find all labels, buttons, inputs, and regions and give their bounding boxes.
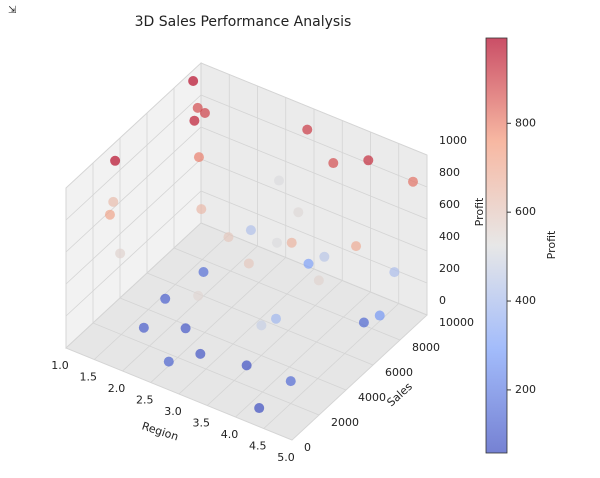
grid-line	[178, 268, 315, 395]
data-point	[408, 176, 418, 187]
data-point	[358, 317, 369, 328]
x-axis-label: Region	[140, 420, 180, 444]
data-point	[223, 232, 234, 243]
grid-line	[263, 303, 400, 429]
data-point	[195, 348, 206, 359]
grid-line	[65, 126, 202, 253]
data-point	[193, 290, 204, 301]
grid-line	[122, 245, 258, 372]
z-tick-label: 1000	[439, 134, 467, 147]
data-point	[138, 322, 149, 333]
data-point	[363, 155, 374, 166]
output-icon: ⇲	[8, 5, 17, 16]
grid-line	[92, 322, 320, 416]
data-point	[188, 76, 199, 86]
x-tick-label: 1.0	[51, 359, 69, 372]
grid-line	[206, 280, 343, 406]
data-point	[193, 152, 204, 163]
colorbar-tick-label: 400	[515, 294, 536, 307]
grid-line	[65, 158, 202, 285]
colorbar-tick-label: 600	[515, 205, 536, 218]
grid-line	[65, 94, 202, 221]
x-tick-label: 3.5	[193, 417, 211, 430]
data-point	[285, 376, 296, 387]
data-point	[271, 313, 281, 324]
x-tick-label: 1.5	[80, 371, 98, 384]
y-tick-label: 10000	[439, 316, 474, 329]
grid-line	[235, 291, 371, 418]
grid-line	[65, 190, 202, 317]
grid-line	[200, 94, 428, 188]
data-point	[351, 241, 362, 252]
z-tick-label: 800	[439, 166, 460, 179]
data-point	[241, 360, 252, 371]
z-tick-label: 600	[439, 198, 460, 211]
colorbar	[485, 37, 508, 454]
grid-line	[200, 222, 428, 316]
data-point	[104, 209, 115, 220]
y-tick-label: 6000	[385, 366, 413, 379]
colorbar-label: Profit	[545, 230, 558, 259]
grid-line	[200, 62, 428, 156]
data-point	[254, 403, 265, 414]
data-point	[374, 310, 385, 321]
x-tick-label: 2.5	[136, 394, 154, 407]
grid-line	[119, 297, 347, 391]
data-point	[108, 196, 119, 207]
y-tick-label: 8000	[412, 341, 440, 354]
z-tick-label: 400	[439, 230, 460, 243]
data-point	[313, 275, 324, 286]
y-tick-label: 0	[304, 441, 311, 454]
data-point	[192, 102, 203, 113]
grid-line	[200, 126, 428, 220]
data-point	[160, 293, 171, 304]
x-tick-label: 5.0	[277, 451, 295, 464]
data-point	[271, 237, 282, 248]
data-point	[293, 207, 304, 218]
data-point	[110, 155, 121, 166]
y-tick-label: 4000	[358, 391, 386, 404]
z-axis-label: Profit	[473, 197, 486, 226]
grid-line	[65, 62, 202, 189]
data-point	[328, 158, 339, 169]
x-tick-label: 2.0	[108, 382, 126, 395]
grid-line	[291, 314, 428, 441]
data-point	[274, 175, 284, 186]
data-point	[163, 356, 174, 367]
z-tick-label: 0	[439, 294, 446, 307]
data-point	[302, 124, 313, 135]
grid-line	[65, 222, 202, 349]
data-point	[303, 258, 314, 269]
y-tick-label: 2000	[331, 416, 359, 429]
data-point	[319, 251, 330, 262]
z-tick-label: 200	[439, 262, 460, 275]
data-point	[198, 267, 209, 277]
y-axis-label: Sales	[384, 380, 415, 409]
data-point	[115, 248, 126, 259]
chart-title: 3D Sales Performance Analysis	[135, 14, 352, 30]
data-point	[180, 323, 191, 334]
data-point	[389, 267, 400, 278]
data-point	[196, 204, 207, 215]
grid-line	[200, 158, 428, 252]
data-point	[243, 258, 254, 269]
data-point	[256, 320, 267, 331]
colorbar-tick-label: 800	[515, 116, 536, 129]
x-tick-label: 4.5	[249, 440, 267, 453]
data-point	[245, 225, 256, 236]
data-point	[199, 108, 210, 118]
x-tick-label: 4.0	[221, 428, 239, 441]
data-point	[286, 237, 297, 248]
data-point	[189, 115, 200, 126]
colorbar-tick-label: 200	[515, 383, 536, 396]
x-tick-label: 3.0	[164, 405, 182, 418]
grid-line	[65, 347, 293, 441]
grid-line	[146, 272, 374, 366]
grid-line	[200, 190, 428, 284]
